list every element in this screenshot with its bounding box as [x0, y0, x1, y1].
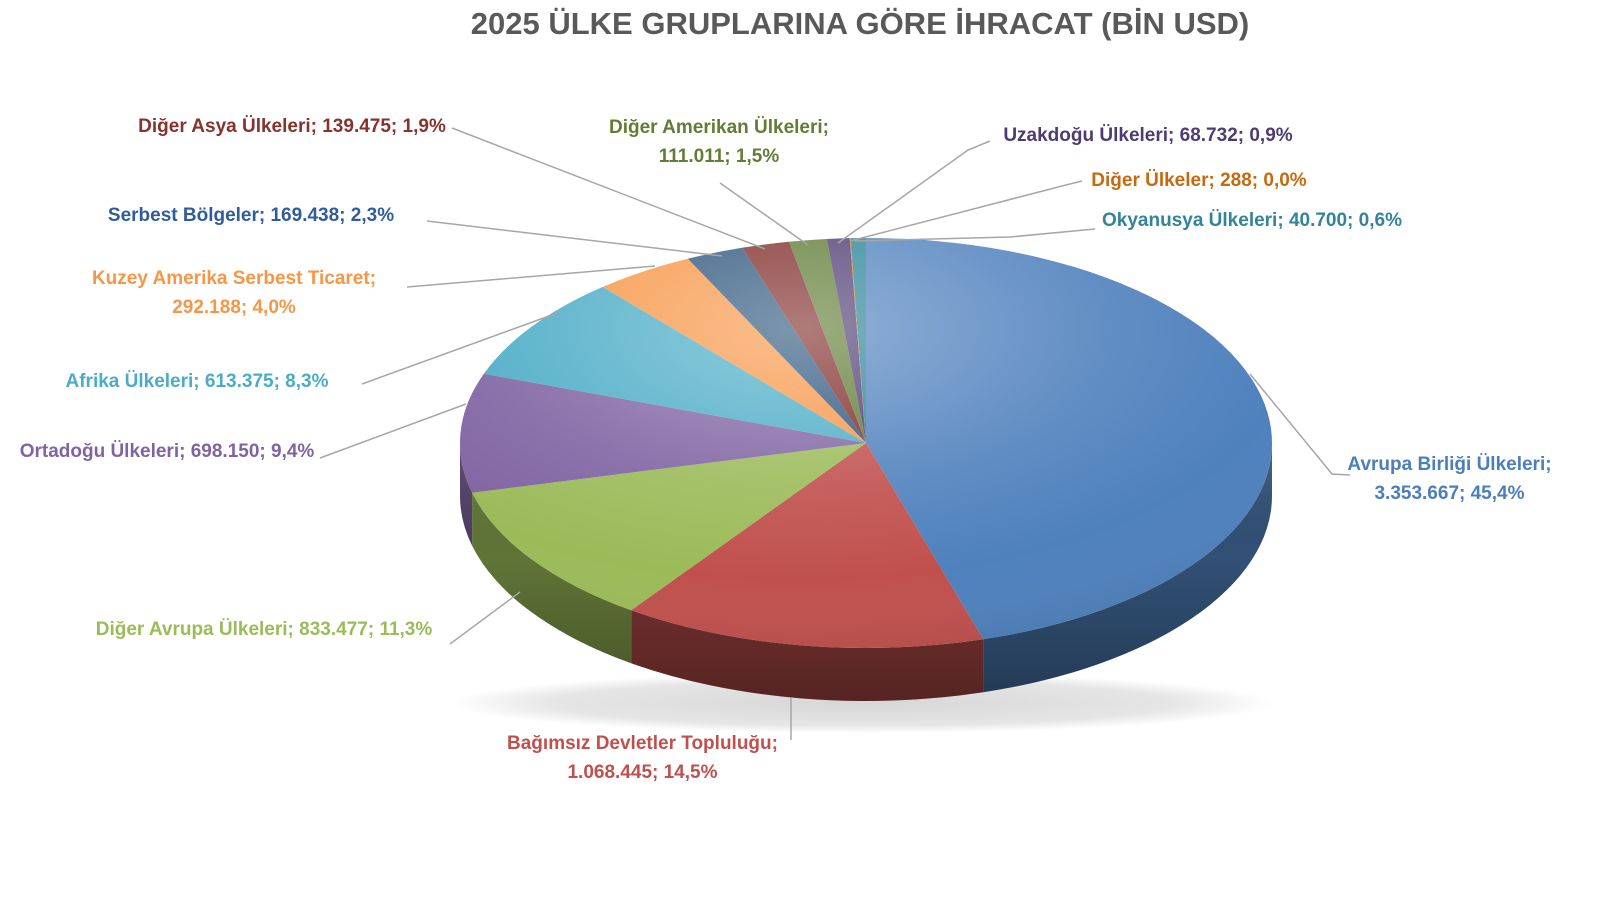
chart-title: 2025 ÜLKE GRUPLARINA GÖRE İHRACAT (BİN U…	[470, 6, 1250, 41]
leader-line	[837, 140, 991, 244]
leader-line	[1249, 373, 1351, 476]
leader-line	[854, 228, 1096, 242]
leader-line	[449, 591, 521, 645]
leader-line	[849, 180, 1083, 242]
pie-gloss-highlight	[460, 238, 1272, 648]
pie-rim-shading	[460, 443, 1272, 701]
leader-line	[406, 265, 656, 288]
leader-line	[451, 127, 766, 250]
leader-line	[319, 403, 467, 459]
leader-line	[361, 311, 561, 385]
leader-line	[719, 182, 809, 246]
leader-line	[426, 220, 723, 257]
pie-shadow	[450, 673, 1274, 733]
